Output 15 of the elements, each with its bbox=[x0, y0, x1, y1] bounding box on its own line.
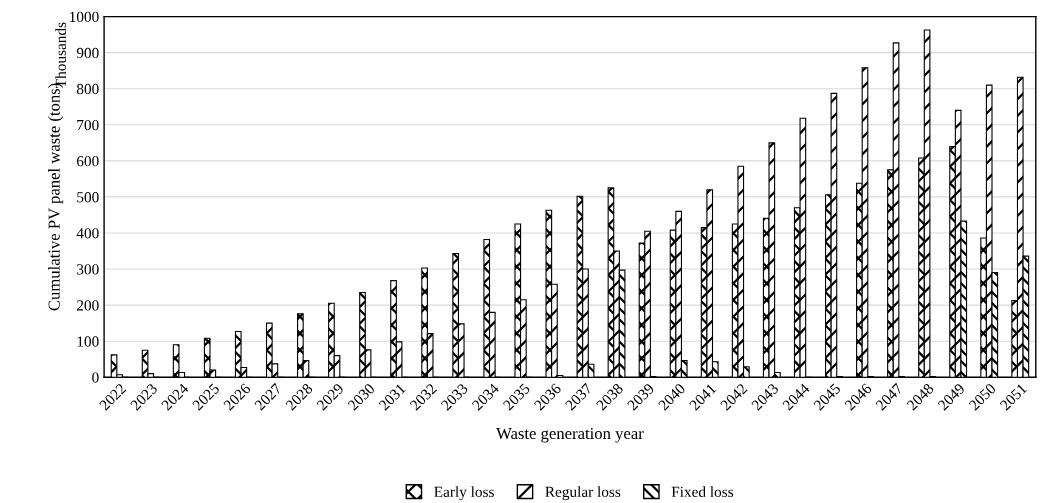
legend-label: Fixed loss bbox=[671, 486, 734, 497]
x-axis-title: Waste generation year bbox=[496, 427, 644, 443]
y-tick-label: 100 bbox=[77, 336, 99, 347]
legend-label: Early loss bbox=[434, 486, 494, 501]
y-tick-label: 1000 bbox=[70, 11, 99, 23]
y-tick-label: 200 bbox=[76, 300, 99, 311]
y-tick-label: 0 bbox=[92, 372, 99, 383]
y-tick-label: 500 bbox=[77, 192, 99, 203]
y-tick-label: 400 bbox=[76, 228, 99, 239]
y-tick-label: 600 bbox=[76, 156, 99, 167]
y-tick-label: 900 bbox=[76, 47, 99, 59]
y-tick-label: 700 bbox=[77, 119, 99, 131]
y-tick-label: 300 bbox=[77, 264, 99, 275]
y-tick-label: 800 bbox=[76, 83, 99, 95]
legend-label: Regular loss bbox=[545, 486, 621, 501]
